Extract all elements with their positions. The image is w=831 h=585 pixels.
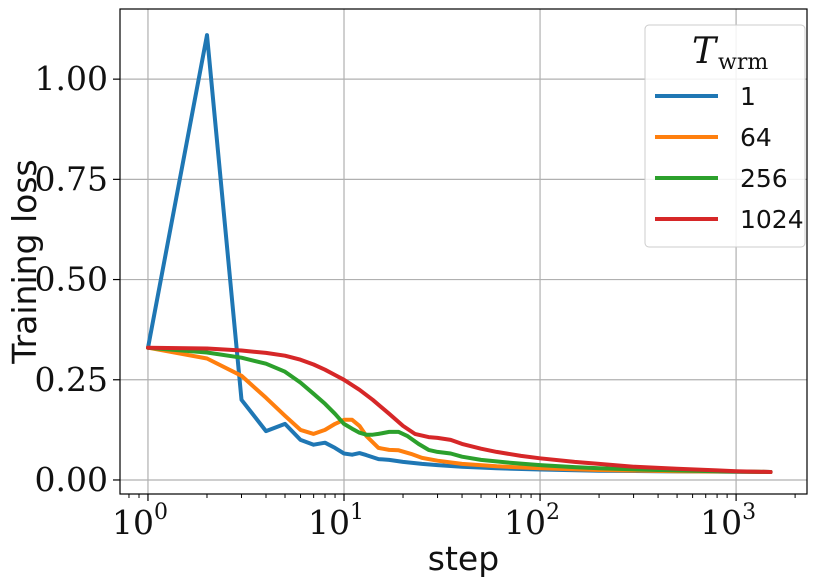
axis-ticks: 100 101 102 103 0.00 0.25 0.50 0.75 1.00 bbox=[35, 59, 796, 542]
series-line-256 bbox=[146, 345, 773, 474]
y-tick-label: 0.00 bbox=[35, 460, 108, 499]
x-tick-label: 102 bbox=[504, 500, 560, 542]
y-tick-label: 0.75 bbox=[35, 159, 108, 198]
plot-frame bbox=[119, 8, 808, 495]
legend-label-1024: 1024 bbox=[740, 205, 804, 234]
y-tick-label: 0.50 bbox=[35, 260, 108, 299]
x-axis-label: step bbox=[428, 539, 499, 578]
legend: Twrm 1 64 256 1024 bbox=[644, 24, 806, 248]
legend-entries: 1 64 256 1024 bbox=[655, 82, 804, 234]
x-tick-label: 101 bbox=[308, 500, 364, 542]
y-tick-label: 1.00 bbox=[35, 59, 108, 98]
y-axis-label: Training loss bbox=[5, 159, 44, 364]
x-tick-label: 103 bbox=[700, 500, 756, 542]
legend-label-256: 256 bbox=[740, 164, 788, 193]
series-line-64 bbox=[146, 345, 773, 474]
legend-title: Twrm bbox=[692, 31, 768, 75]
legend-title-subscript: wrm bbox=[718, 50, 768, 75]
series-line-1024 bbox=[146, 345, 773, 474]
series-lines bbox=[146, 33, 773, 474]
y-tick-label: 0.25 bbox=[35, 360, 108, 399]
legend-label-64: 64 bbox=[740, 123, 772, 152]
legend-label-1: 1 bbox=[740, 82, 756, 111]
legend-title-main: T bbox=[692, 31, 719, 72]
legend-box bbox=[644, 24, 806, 248]
x-tick-label: 100 bbox=[112, 500, 168, 542]
